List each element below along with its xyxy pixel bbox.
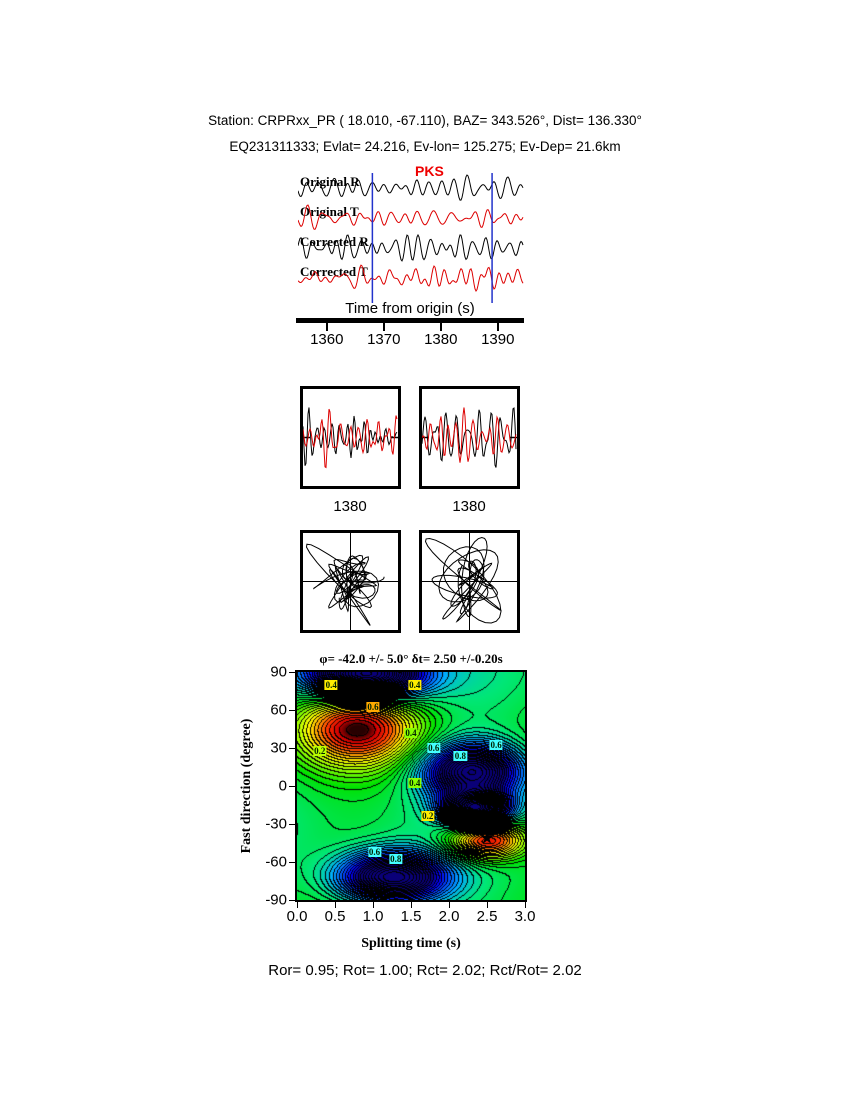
event-header-line: EQ231311333; Evlat= 24.216, Ev-lon= 125.… xyxy=(229,139,621,154)
trace-corrected-r xyxy=(298,233,524,262)
time-axis-tick-label: 1370 xyxy=(367,331,401,348)
window-trace-t xyxy=(422,407,517,463)
time-axis-tick xyxy=(382,323,385,331)
particle-motion-path xyxy=(424,536,502,624)
trace-original-r xyxy=(298,174,524,201)
window-tick-left: 1380 xyxy=(333,498,367,515)
window-waveform-right-traces xyxy=(422,407,517,468)
particle-motion-box-left xyxy=(300,530,401,633)
contour-x-tick xyxy=(448,902,450,908)
contour-x-tick xyxy=(410,902,412,908)
contour-label: 0.2 xyxy=(313,745,327,756)
contour-x-tick-label: 1.5 xyxy=(400,908,422,925)
window-tick-right: 1380 xyxy=(452,498,486,515)
contour-label: 0.2 xyxy=(421,811,435,822)
contour-label: 0.6 xyxy=(489,740,503,751)
trace-original-t xyxy=(298,204,524,230)
contour-label: 0.6 xyxy=(427,743,441,753)
contour-label: 0.6 xyxy=(366,702,380,713)
contour-label: 0.6 xyxy=(367,846,382,857)
contour-x-tick-label: 3.0 xyxy=(514,908,536,925)
contour-label: 0.8 xyxy=(389,854,403,865)
contour-x-tick-label: 1.0 xyxy=(362,908,384,925)
trace-label-original-r: Original R xyxy=(300,174,360,189)
results-line: Ror= 0.95; Rot= 1.00; Rct= 2.02; Rct/Rot… xyxy=(268,962,582,979)
time-axis-tick xyxy=(325,323,328,331)
contour-y-tick xyxy=(289,899,295,901)
time-axis-tick-label: 1380 xyxy=(424,331,458,348)
time-axis-tick-label: 1360 xyxy=(310,331,344,348)
contour-y-tick xyxy=(289,747,295,749)
window-waveform-box-right xyxy=(419,386,520,489)
window-trace-r xyxy=(422,407,517,468)
contour-x-tick xyxy=(372,902,374,908)
window-waveform-left-traces xyxy=(303,407,398,469)
contour-x-tick-label: 0.5 xyxy=(324,908,346,925)
contour-y-tick-label: 0 xyxy=(278,777,287,795)
time-axis-tick-label: 1390 xyxy=(481,331,515,348)
contour-y-tick xyxy=(289,709,295,711)
contour-label: 0.4 xyxy=(324,679,338,690)
trace-label-corrected-t: Corrected T xyxy=(300,264,368,279)
station-header-line: Station: CRPRxx_PR ( 18.010, -67.110), B… xyxy=(208,113,642,128)
window-waveform-box-left xyxy=(300,386,401,489)
best-fit-star-marker: ★ xyxy=(479,828,495,848)
contour-title: φ= -42.0 +/- 5.0° δt= 2.50 +/-0.20s xyxy=(319,651,503,666)
contour-y-tick-label: 60 xyxy=(270,701,287,719)
trace-label-corrected-r: Corrected R xyxy=(300,234,369,249)
window-trace-t xyxy=(303,408,398,469)
contour-y-tick xyxy=(289,823,295,825)
contour-y-tick-label: -30 xyxy=(265,815,287,833)
contour-y-tick-label: -60 xyxy=(265,853,287,871)
contour-label: 0.4 xyxy=(408,778,422,789)
contour-x-tick-label: 0.0 xyxy=(286,908,308,925)
contour-y-tick-label: -90 xyxy=(265,891,287,909)
seismogram-traces xyxy=(298,173,524,303)
contour-label: 0.8 xyxy=(453,750,468,761)
phase-label-pks: PKS xyxy=(415,163,444,179)
time-axis-label: Time from origin (s) xyxy=(345,300,475,317)
contour-x-tick-label: 2.5 xyxy=(476,908,498,925)
contour-x-tick xyxy=(296,902,298,908)
trace-corrected-t xyxy=(298,264,524,293)
contour-xlabel: Splitting time (s) xyxy=(361,936,461,951)
contour-x-tick xyxy=(524,902,526,908)
time-axis-tick xyxy=(496,323,499,331)
particle-motion-right-curve xyxy=(422,533,517,630)
contour-y-tick xyxy=(289,861,295,863)
contour-y-tick-label: 30 xyxy=(270,739,287,757)
contour-y-tick xyxy=(289,671,295,673)
contour-label: 0.4 xyxy=(408,679,422,690)
contour-y-tick-label: 90 xyxy=(270,663,287,681)
contour-y-tick xyxy=(289,785,295,787)
particle-motion-path xyxy=(305,543,385,626)
contour-x-tick xyxy=(334,902,336,908)
contour-x-tick xyxy=(486,902,488,908)
contour-label: 0.4 xyxy=(404,727,418,738)
window-trace-r xyxy=(303,407,398,466)
time-axis-tick xyxy=(439,323,442,331)
time-axis-bar xyxy=(296,318,524,323)
contour-x-tick-label: 2.0 xyxy=(438,908,460,925)
particle-motion-left-curve xyxy=(303,533,398,630)
particle-motion-box-right xyxy=(419,530,520,633)
